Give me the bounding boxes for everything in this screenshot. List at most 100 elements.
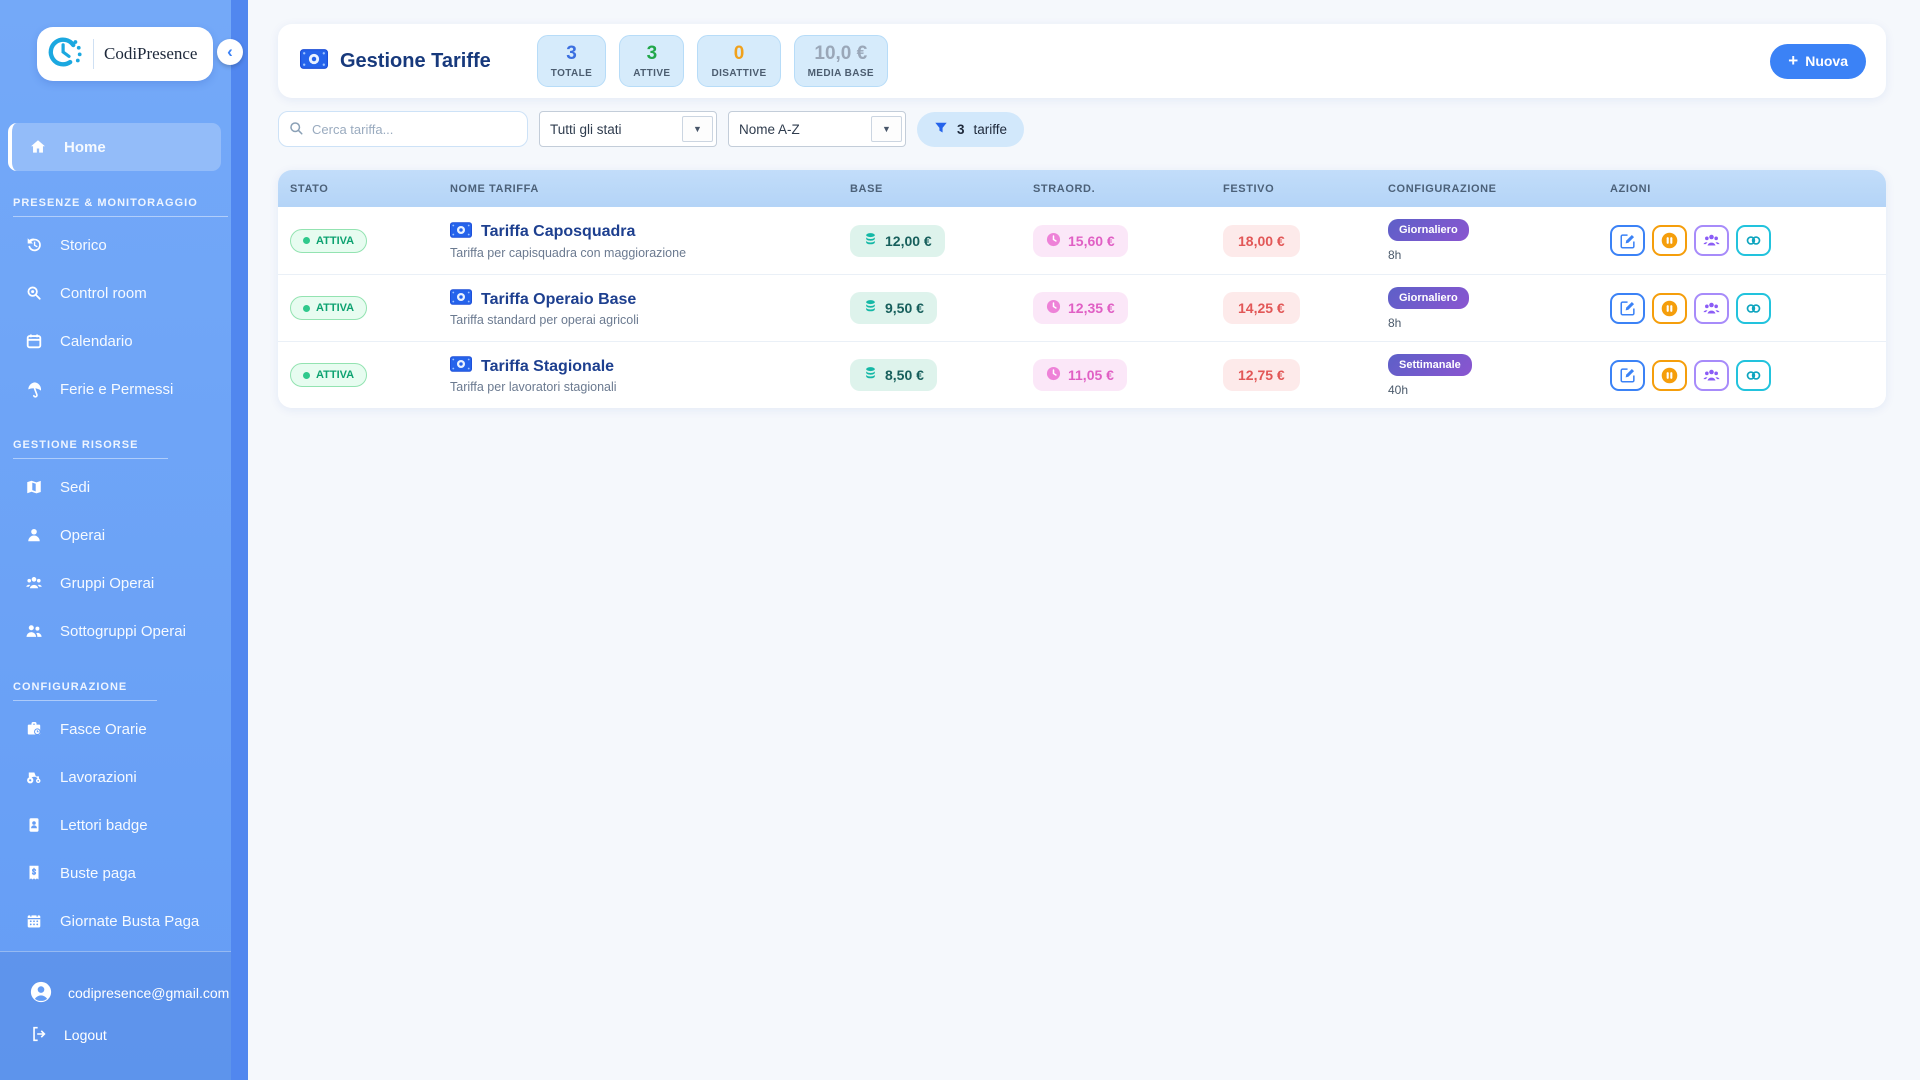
link-button[interactable] bbox=[1736, 225, 1771, 256]
config-hours: 8h bbox=[1388, 248, 1402, 262]
sidebar-item-ferie-e-permessi[interactable]: Ferie e Permessi bbox=[0, 365, 231, 413]
overtime-rate-pill: 15,60 € bbox=[1033, 224, 1128, 257]
pause-button[interactable] bbox=[1652, 292, 1687, 324]
search-icon bbox=[24, 284, 43, 302]
config-badge: Giornaliero bbox=[1388, 286, 1469, 309]
payslip-icon bbox=[24, 864, 43, 882]
map-icon bbox=[24, 478, 43, 496]
base-rate-pill: 8,50 € bbox=[850, 359, 937, 391]
main-content: Gestione Tariffe 3 TOTALE 3 ATTIVE 0 DISATTIV… bbox=[248, 0, 1920, 1080]
sidebar: CodiPresence Home PRESENZE & MONITORAGGIO… bbox=[0, 0, 248, 1080]
chevron-down-icon: ▼ bbox=[871, 116, 902, 142]
sidebar-item-control-room[interactable]: Control room bbox=[0, 269, 231, 317]
assign-users-button[interactable] bbox=[1694, 225, 1729, 256]
clock-icon bbox=[1046, 232, 1061, 250]
group-icon bbox=[24, 574, 43, 592]
col-nome-tariffa: NOME TARIFFA bbox=[450, 182, 539, 195]
tariff-name: Tariffa Caposquadra bbox=[481, 223, 636, 240]
pause-button[interactable] bbox=[1652, 225, 1687, 256]
status-dot-icon bbox=[303, 237, 310, 244]
status-filter-select[interactable]: Tutti gli stati ▼ bbox=[539, 111, 717, 147]
status-badge: ATTIVA bbox=[290, 228, 368, 253]
stat-chip-media-base: 10,0 € MEDIA BASE bbox=[793, 35, 888, 87]
sidebar-item-buste-paga[interactable]: Buste paga bbox=[0, 849, 231, 897]
tariff-name: Tariffa Stagionale bbox=[481, 357, 615, 375]
tariffs-table: STATO NOME TARIFFA BASE STRAORD. FESTIVO… bbox=[278, 170, 1886, 408]
sidebar-item-sedi[interactable]: Sedi bbox=[0, 463, 231, 511]
page-title: Gestione Tariffe bbox=[340, 49, 491, 72]
history-icon bbox=[24, 236, 43, 254]
sidebar-item-home[interactable]: Home bbox=[8, 123, 221, 171]
filter-bar: Tutti gli stati ▼ Nome A-Z ▼ 3 tariffe bbox=[278, 111, 1886, 147]
config-hours: 40h bbox=[1388, 382, 1409, 397]
config-hours: 8h bbox=[1388, 315, 1402, 330]
sidebar-item-giornate-busta-paga[interactable]: Giornate Busta Paga bbox=[0, 897, 231, 945]
table-header-row: STATO NOME TARIFFA BASE STRAORD. FESTIVO… bbox=[278, 170, 1886, 207]
sidebar-collapse-button[interactable]: ‹ bbox=[217, 39, 243, 65]
logout-button[interactable]: Logout bbox=[0, 1014, 231, 1056]
account-email-row[interactable]: codipresence@gmail.com bbox=[0, 972, 231, 1014]
edit-button[interactable] bbox=[1610, 359, 1645, 391]
status-dot-icon bbox=[303, 371, 310, 379]
sidebar-item-lavorazioni[interactable]: Lavorazioni bbox=[0, 753, 231, 801]
clock-icon bbox=[1046, 299, 1061, 317]
tariff-description: Tariffa per lavoratori stagionali bbox=[450, 380, 617, 394]
clock-logo-icon bbox=[47, 34, 83, 75]
chevron-down-icon: ▼ bbox=[682, 116, 713, 142]
stats-group: 3 TOTALE 3 ATTIVE 0 DISATTIVE 10,0 € MEDIA BASE bbox=[536, 35, 888, 87]
col-stato: STATO bbox=[290, 182, 329, 195]
col-festivo: FESTIVO bbox=[1223, 182, 1275, 195]
calendar-icon bbox=[24, 332, 43, 350]
search-input[interactable] bbox=[278, 111, 528, 147]
edit-button[interactable] bbox=[1610, 225, 1645, 256]
logout-label: Logout bbox=[64, 1027, 107, 1043]
brand-name: CodiPresence bbox=[104, 44, 198, 63]
holiday-rate-pill: 18,00 € bbox=[1223, 224, 1300, 257]
table-row: ATTIVA Tariffa Operaio Base Tariffa stan… bbox=[278, 274, 1886, 341]
result-count-chip: 3 tariffe bbox=[917, 111, 1025, 147]
tariff-name: Tariffa Operaio Base bbox=[481, 290, 637, 308]
stat-chip-disattive: 0 DISATTIVE bbox=[697, 35, 781, 87]
holiday-rate-pill: 14,25 € bbox=[1223, 292, 1300, 324]
new-tariff-button[interactable]: + Nuova bbox=[1770, 43, 1866, 79]
col-straord: STRAORD. bbox=[1033, 182, 1096, 195]
banknote-icon bbox=[450, 289, 472, 310]
overtime-rate-pill: 12,35 € bbox=[1033, 292, 1128, 324]
sort-select[interactable]: Nome A-Z ▼ bbox=[728, 111, 906, 147]
account-email: codipresence@gmail.com bbox=[68, 985, 230, 1001]
sidebar-nav: Home PRESENZE & MONITORAGGIO Storico Contro… bbox=[0, 123, 231, 951]
sidebar-footer: codipresence@gmail.com Logout bbox=[0, 951, 231, 1080]
sidebar-item-fasce-orarie[interactable]: Fasce Orarie bbox=[0, 705, 231, 753]
nav-section-title: CONFIGURAZIONE bbox=[13, 681, 231, 701]
user-avatar-icon bbox=[30, 981, 52, 1006]
sidebar-scrollbar[interactable] bbox=[231, 0, 248, 1080]
pause-button[interactable] bbox=[1652, 359, 1687, 391]
sidebar-item-storico[interactable]: Storico bbox=[0, 221, 231, 269]
assign-users-button[interactable] bbox=[1694, 292, 1729, 324]
link-button[interactable] bbox=[1736, 359, 1771, 391]
plus-icon: + bbox=[1788, 51, 1799, 70]
tractor-icon bbox=[24, 768, 43, 786]
stat-chip-totale: 3 TOTALE bbox=[536, 35, 607, 87]
sidebar-item-operai[interactable]: Operai bbox=[0, 511, 231, 559]
page-header-card: Gestione Tariffe 3 TOTALE 3 ATTIVE 0 DISATTIV… bbox=[278, 24, 1886, 98]
nav-section-title: GESTIONE RISORSE bbox=[13, 439, 231, 459]
sidebar-item-gruppi-operai[interactable]: Gruppi Operai bbox=[0, 559, 231, 607]
funnel-icon bbox=[934, 121, 948, 138]
sidebar-item-lettori-badge[interactable]: Lettori badge bbox=[0, 801, 231, 849]
status-badge: ATTIVA bbox=[290, 363, 368, 387]
holiday-rate-pill: 12,75 € bbox=[1223, 359, 1300, 391]
edit-button[interactable] bbox=[1610, 292, 1645, 324]
stat-chip-attive: 3 ATTIVE bbox=[619, 35, 685, 87]
sidebar-item-sottogruppi-operai[interactable]: Sottogruppi Operai bbox=[0, 607, 231, 655]
sidebar-item-calendario[interactable]: Calendario bbox=[0, 317, 231, 365]
status-badge: ATTIVA bbox=[290, 296, 368, 320]
app-logo: CodiPresence bbox=[37, 27, 213, 81]
status-dot-icon bbox=[303, 304, 310, 312]
assign-users-button[interactable] bbox=[1694, 359, 1729, 391]
coins-icon bbox=[863, 232, 878, 250]
tariff-description: Tariffa standard per operai agricoli bbox=[450, 313, 639, 327]
col-azioni: AZIONI bbox=[1610, 182, 1651, 195]
search-icon bbox=[288, 120, 305, 142]
link-button[interactable] bbox=[1736, 292, 1771, 324]
